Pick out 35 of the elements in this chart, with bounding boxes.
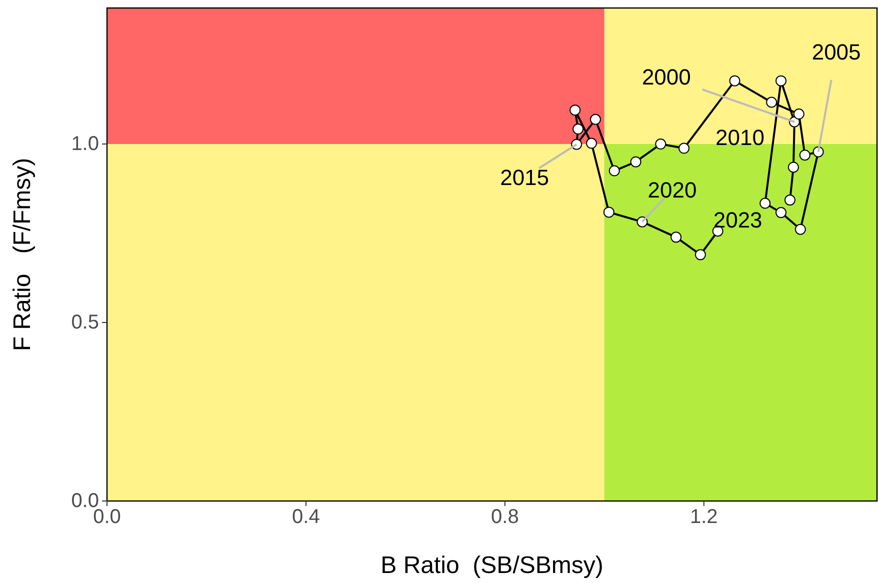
point — [766, 96, 778, 108]
point — [729, 75, 740, 86]
x-tick-label: 0.0 — [93, 506, 121, 528]
point — [788, 162, 799, 173]
point — [678, 142, 690, 154]
annotation: 2010 — [716, 124, 764, 150]
point — [608, 165, 620, 176]
annotation: 2020 — [648, 177, 697, 202]
annotation: 2023 — [713, 208, 762, 233]
y-tick-label: 0.5 — [71, 312, 99, 334]
point — [572, 124, 584, 135]
x-axis-title: B Ratio (SB/SBmsy) — [380, 552, 604, 579]
point — [655, 138, 666, 150]
point — [603, 206, 614, 218]
point — [760, 198, 771, 209]
point — [630, 156, 642, 168]
point — [590, 114, 601, 125]
point — [670, 232, 682, 243]
point — [776, 75, 786, 86]
annotation: 2000 — [642, 64, 691, 90]
x-tick-label: 1.2 — [690, 506, 718, 528]
point — [799, 150, 810, 161]
y-axis-title: F Ratio (F/Fmsy) — [9, 158, 36, 352]
y-tick-label: 1.0 — [71, 133, 99, 156]
x-tick-label: 0.8 — [491, 506, 519, 528]
point — [794, 224, 806, 235]
annotation: 2015 — [500, 164, 550, 190]
point — [694, 249, 706, 260]
x-tick-label: 0.4 — [292, 506, 320, 528]
point — [570, 104, 581, 116]
annotation: 2005 — [812, 39, 861, 64]
point — [784, 194, 796, 206]
point — [776, 207, 786, 218]
point — [793, 108, 804, 120]
point — [586, 138, 597, 149]
